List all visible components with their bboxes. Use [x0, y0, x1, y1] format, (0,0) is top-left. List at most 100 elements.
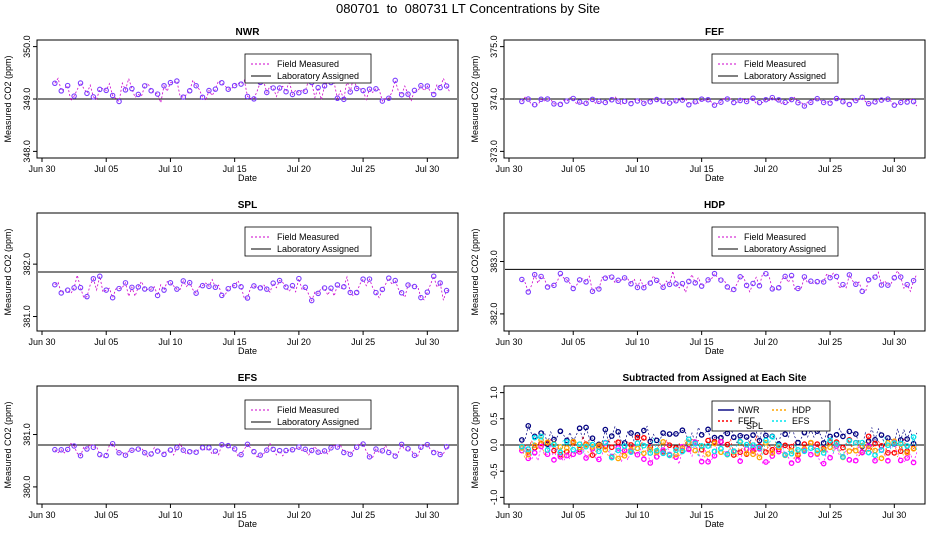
field-point: [129, 85, 135, 92]
field-point: [531, 101, 538, 108]
y-tick-label: 0.5: [489, 413, 499, 426]
legend-label-lab: Laboratory Assigned: [277, 417, 359, 427]
field-point: [705, 277, 711, 283]
field-point: [724, 284, 731, 290]
point-efs: [846, 437, 853, 444]
point-fef: [615, 439, 622, 446]
field-point: [212, 448, 219, 454]
field-point: [174, 78, 180, 84]
point-efs: [615, 447, 622, 454]
panel-nwr: NWR Jun 30 Jul 05 Jul 10 Jul 15 Jul 20 Jul 25 J…: [3, 27, 459, 183]
point-spl: [865, 443, 872, 450]
point-efs: [840, 454, 846, 460]
field-point: [270, 85, 276, 91]
field-point: [853, 97, 859, 104]
field-point: [615, 98, 621, 105]
legend-box: [244, 53, 372, 84]
x-tick-label: Jul 10: [158, 164, 182, 174]
point-nwr: [852, 431, 859, 437]
point-efs: [775, 442, 782, 449]
field-point: [737, 97, 743, 104]
point-efs: [795, 447, 801, 453]
point-hdp: [596, 442, 602, 449]
field-point: [405, 446, 411, 452]
field-point: [865, 100, 872, 107]
legend-box: [711, 53, 839, 84]
field-point: [109, 92, 116, 99]
x-tick-label: Jul 10: [625, 164, 649, 174]
field-point: [109, 440, 116, 447]
field-point: [321, 285, 328, 291]
x-tick-label: Jul 20: [754, 510, 778, 520]
panel-efs: EFS Jun 30 Jul 05 Jul 10 Jul 15 Jul 20 Jul 25 J…: [3, 373, 459, 529]
field-point: [186, 448, 193, 455]
field-point: [379, 448, 386, 454]
point-efs: [769, 433, 776, 440]
field-point: [756, 283, 763, 289]
field-point: [231, 82, 238, 89]
point-spl: [563, 452, 570, 459]
field-point: [583, 100, 589, 107]
field-point: [763, 96, 769, 103]
x-tick-label: Jul 30: [415, 510, 439, 520]
field-point: [872, 99, 878, 105]
point-hdp: [865, 446, 872, 452]
field-point: [103, 287, 109, 293]
field-point: [238, 451, 244, 458]
x-tick-label: Jul 10: [158, 337, 182, 347]
panel-hdp: HDP Jun 30 Jul 05 Jul 10 Jul 15 Jul 20 Jul 25 J…: [470, 200, 926, 356]
plot-area: [38, 76, 457, 105]
field-point: [430, 449, 437, 456]
x-tick-label: Jul 25: [818, 337, 842, 347]
field-point: [116, 450, 122, 456]
x-axis-label: Date: [705, 346, 724, 356]
field-point: [244, 295, 251, 301]
point-nwr: [653, 437, 660, 444]
point-nwr: [673, 430, 679, 437]
y-axis-label: Measured CO2 (ppm): [3, 401, 13, 488]
point-efs: [692, 440, 699, 447]
field-point: [398, 290, 405, 296]
field-point: [289, 446, 296, 453]
point-efs: [859, 439, 866, 446]
point-fef: [840, 444, 846, 451]
field-point: [647, 99, 654, 105]
field-point: [225, 442, 231, 449]
field-point: [692, 99, 698, 105]
field-point: [788, 272, 795, 279]
point-efs: [711, 448, 718, 455]
field-point: [897, 99, 904, 106]
field-point: [564, 98, 570, 104]
point-nwr: [782, 431, 788, 438]
point-nwr: [846, 428, 853, 435]
field-point: [167, 280, 174, 286]
point-fef: [608, 444, 615, 451]
point-hdp: [602, 446, 609, 453]
field-point: [788, 96, 795, 103]
point-nwr: [872, 436, 878, 443]
point-spl: [859, 449, 866, 456]
field-point: [621, 98, 628, 105]
point-fef: [763, 449, 769, 455]
field-point: [686, 102, 692, 108]
field-point: [602, 99, 609, 106]
field-point: [315, 449, 321, 455]
point-hdp: [718, 449, 724, 456]
field-point: [347, 451, 353, 458]
field-point: [257, 452, 264, 458]
field-point: [666, 100, 673, 106]
field-point: [897, 274, 904, 280]
y-tick-label: 374.0: [489, 88, 499, 111]
point-efs: [634, 440, 641, 446]
field-point: [820, 99, 827, 106]
y-tick-label: 375.0: [489, 35, 499, 58]
field-point: [142, 83, 148, 89]
field-point: [551, 101, 557, 107]
y-tick-label: 1.0: [489, 386, 499, 399]
x-tick-label: Jun 30: [495, 337, 522, 347]
y-tick-label: 349.0: [22, 88, 32, 111]
point-nwr: [795, 439, 801, 446]
legend-label-lab: Laboratory Assigned: [277, 244, 359, 254]
field-point: [199, 94, 206, 100]
field-point: [392, 277, 398, 284]
